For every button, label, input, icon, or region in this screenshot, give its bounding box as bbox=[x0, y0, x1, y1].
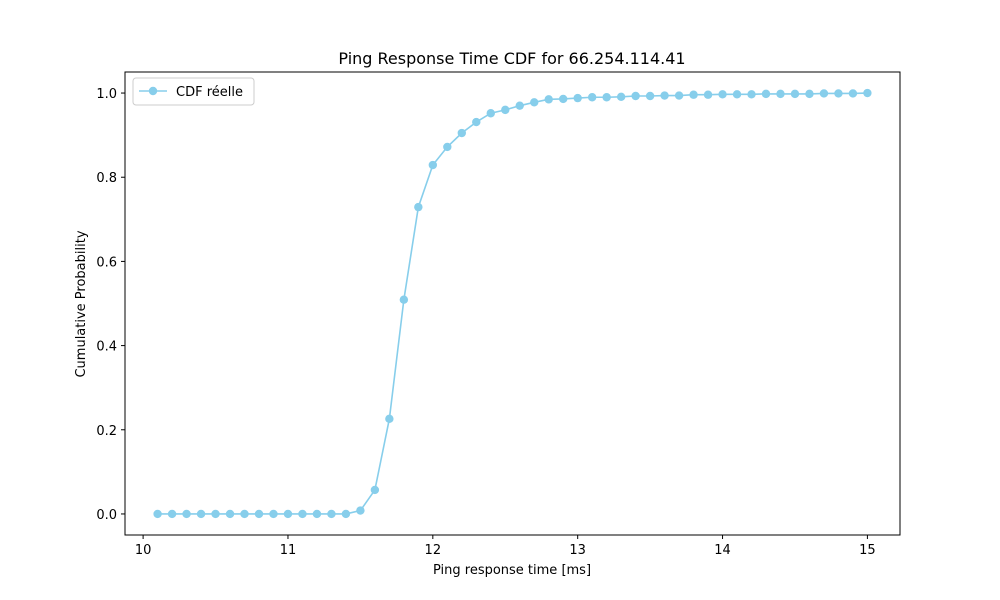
data-point bbox=[776, 89, 785, 99]
x-tick-label: 15 bbox=[859, 543, 876, 558]
data-point bbox=[790, 89, 800, 99]
y-tick-label: 0.8 bbox=[96, 171, 117, 186]
data-point bbox=[703, 90, 713, 99]
y-axis-label: Cumulative Probability bbox=[74, 230, 89, 377]
y-tick-label: 0.2 bbox=[96, 424, 117, 439]
data-point bbox=[834, 89, 843, 98]
data-point bbox=[645, 91, 655, 101]
y-tick-label: 1.0 bbox=[96, 87, 117, 102]
data-point bbox=[587, 93, 597, 102]
data-point bbox=[573, 93, 582, 103]
data-point bbox=[486, 109, 495, 118]
data-point bbox=[283, 509, 293, 519]
x-tick-label: 10 bbox=[135, 543, 152, 558]
x-tick-label: 13 bbox=[569, 543, 586, 558]
data-point bbox=[544, 95, 553, 104]
data-point bbox=[428, 160, 438, 170]
data-point bbox=[472, 117, 481, 127]
data-point bbox=[457, 128, 466, 138]
data-point bbox=[341, 509, 351, 519]
y-tick-label: 0.4 bbox=[96, 340, 117, 355]
data-point bbox=[530, 98, 539, 107]
data-point bbox=[848, 89, 858, 98]
legend: CDF réelle bbox=[132, 77, 255, 106]
data-point bbox=[182, 509, 191, 519]
data-point bbox=[370, 485, 380, 495]
data-point bbox=[718, 90, 727, 99]
data-point bbox=[602, 93, 611, 102]
x-axis-label: Ping response time [ms] bbox=[433, 563, 591, 578]
data-point bbox=[298, 509, 307, 519]
x-axis: 10 11 12 13 14 15 bbox=[135, 535, 876, 558]
data-point bbox=[269, 509, 278, 519]
legend-marker-swatch bbox=[148, 86, 158, 96]
x-tick-label: 14 bbox=[714, 543, 731, 558]
data-point bbox=[225, 509, 235, 519]
data-point bbox=[819, 89, 829, 98]
data-point bbox=[515, 101, 524, 110]
data-point bbox=[356, 506, 365, 515]
data-point bbox=[240, 509, 249, 519]
data-point bbox=[761, 89, 771, 99]
axes-frame bbox=[124, 71, 901, 536]
data-point bbox=[153, 509, 162, 519]
data-point bbox=[747, 90, 756, 99]
data-point bbox=[501, 105, 510, 115]
chart-title: Ping Response Time CDF for 66.254.114.41 bbox=[338, 49, 685, 68]
data-point bbox=[863, 88, 872, 98]
y-axis: 0.0 0.2 0.4 0.6 0.8 1.0 bbox=[96, 87, 125, 523]
data-point bbox=[660, 91, 669, 100]
data-point bbox=[385, 414, 394, 424]
y-tick-label: 0.0 bbox=[96, 508, 117, 523]
data-point bbox=[312, 509, 322, 519]
data-point bbox=[196, 509, 206, 519]
data-point bbox=[732, 90, 742, 99]
data-point bbox=[399, 295, 409, 304]
data-point bbox=[674, 91, 684, 100]
data-point bbox=[443, 142, 452, 152]
data-point bbox=[327, 509, 336, 519]
x-tick-label: 12 bbox=[425, 543, 442, 558]
legend-label: CDF réelle bbox=[176, 85, 243, 100]
data-point bbox=[805, 89, 814, 99]
data-point bbox=[559, 94, 568, 104]
data-point bbox=[167, 509, 177, 519]
data-point bbox=[689, 90, 698, 99]
data-point bbox=[616, 92, 626, 102]
data-point bbox=[631, 91, 640, 101]
x-tick-label: 11 bbox=[280, 543, 297, 558]
data-point bbox=[414, 202, 423, 212]
legend-box bbox=[132, 77, 255, 106]
data-point bbox=[211, 509, 220, 519]
data-point bbox=[254, 509, 264, 519]
y-tick-label: 0.6 bbox=[96, 255, 117, 270]
plot-area bbox=[153, 88, 872, 519]
